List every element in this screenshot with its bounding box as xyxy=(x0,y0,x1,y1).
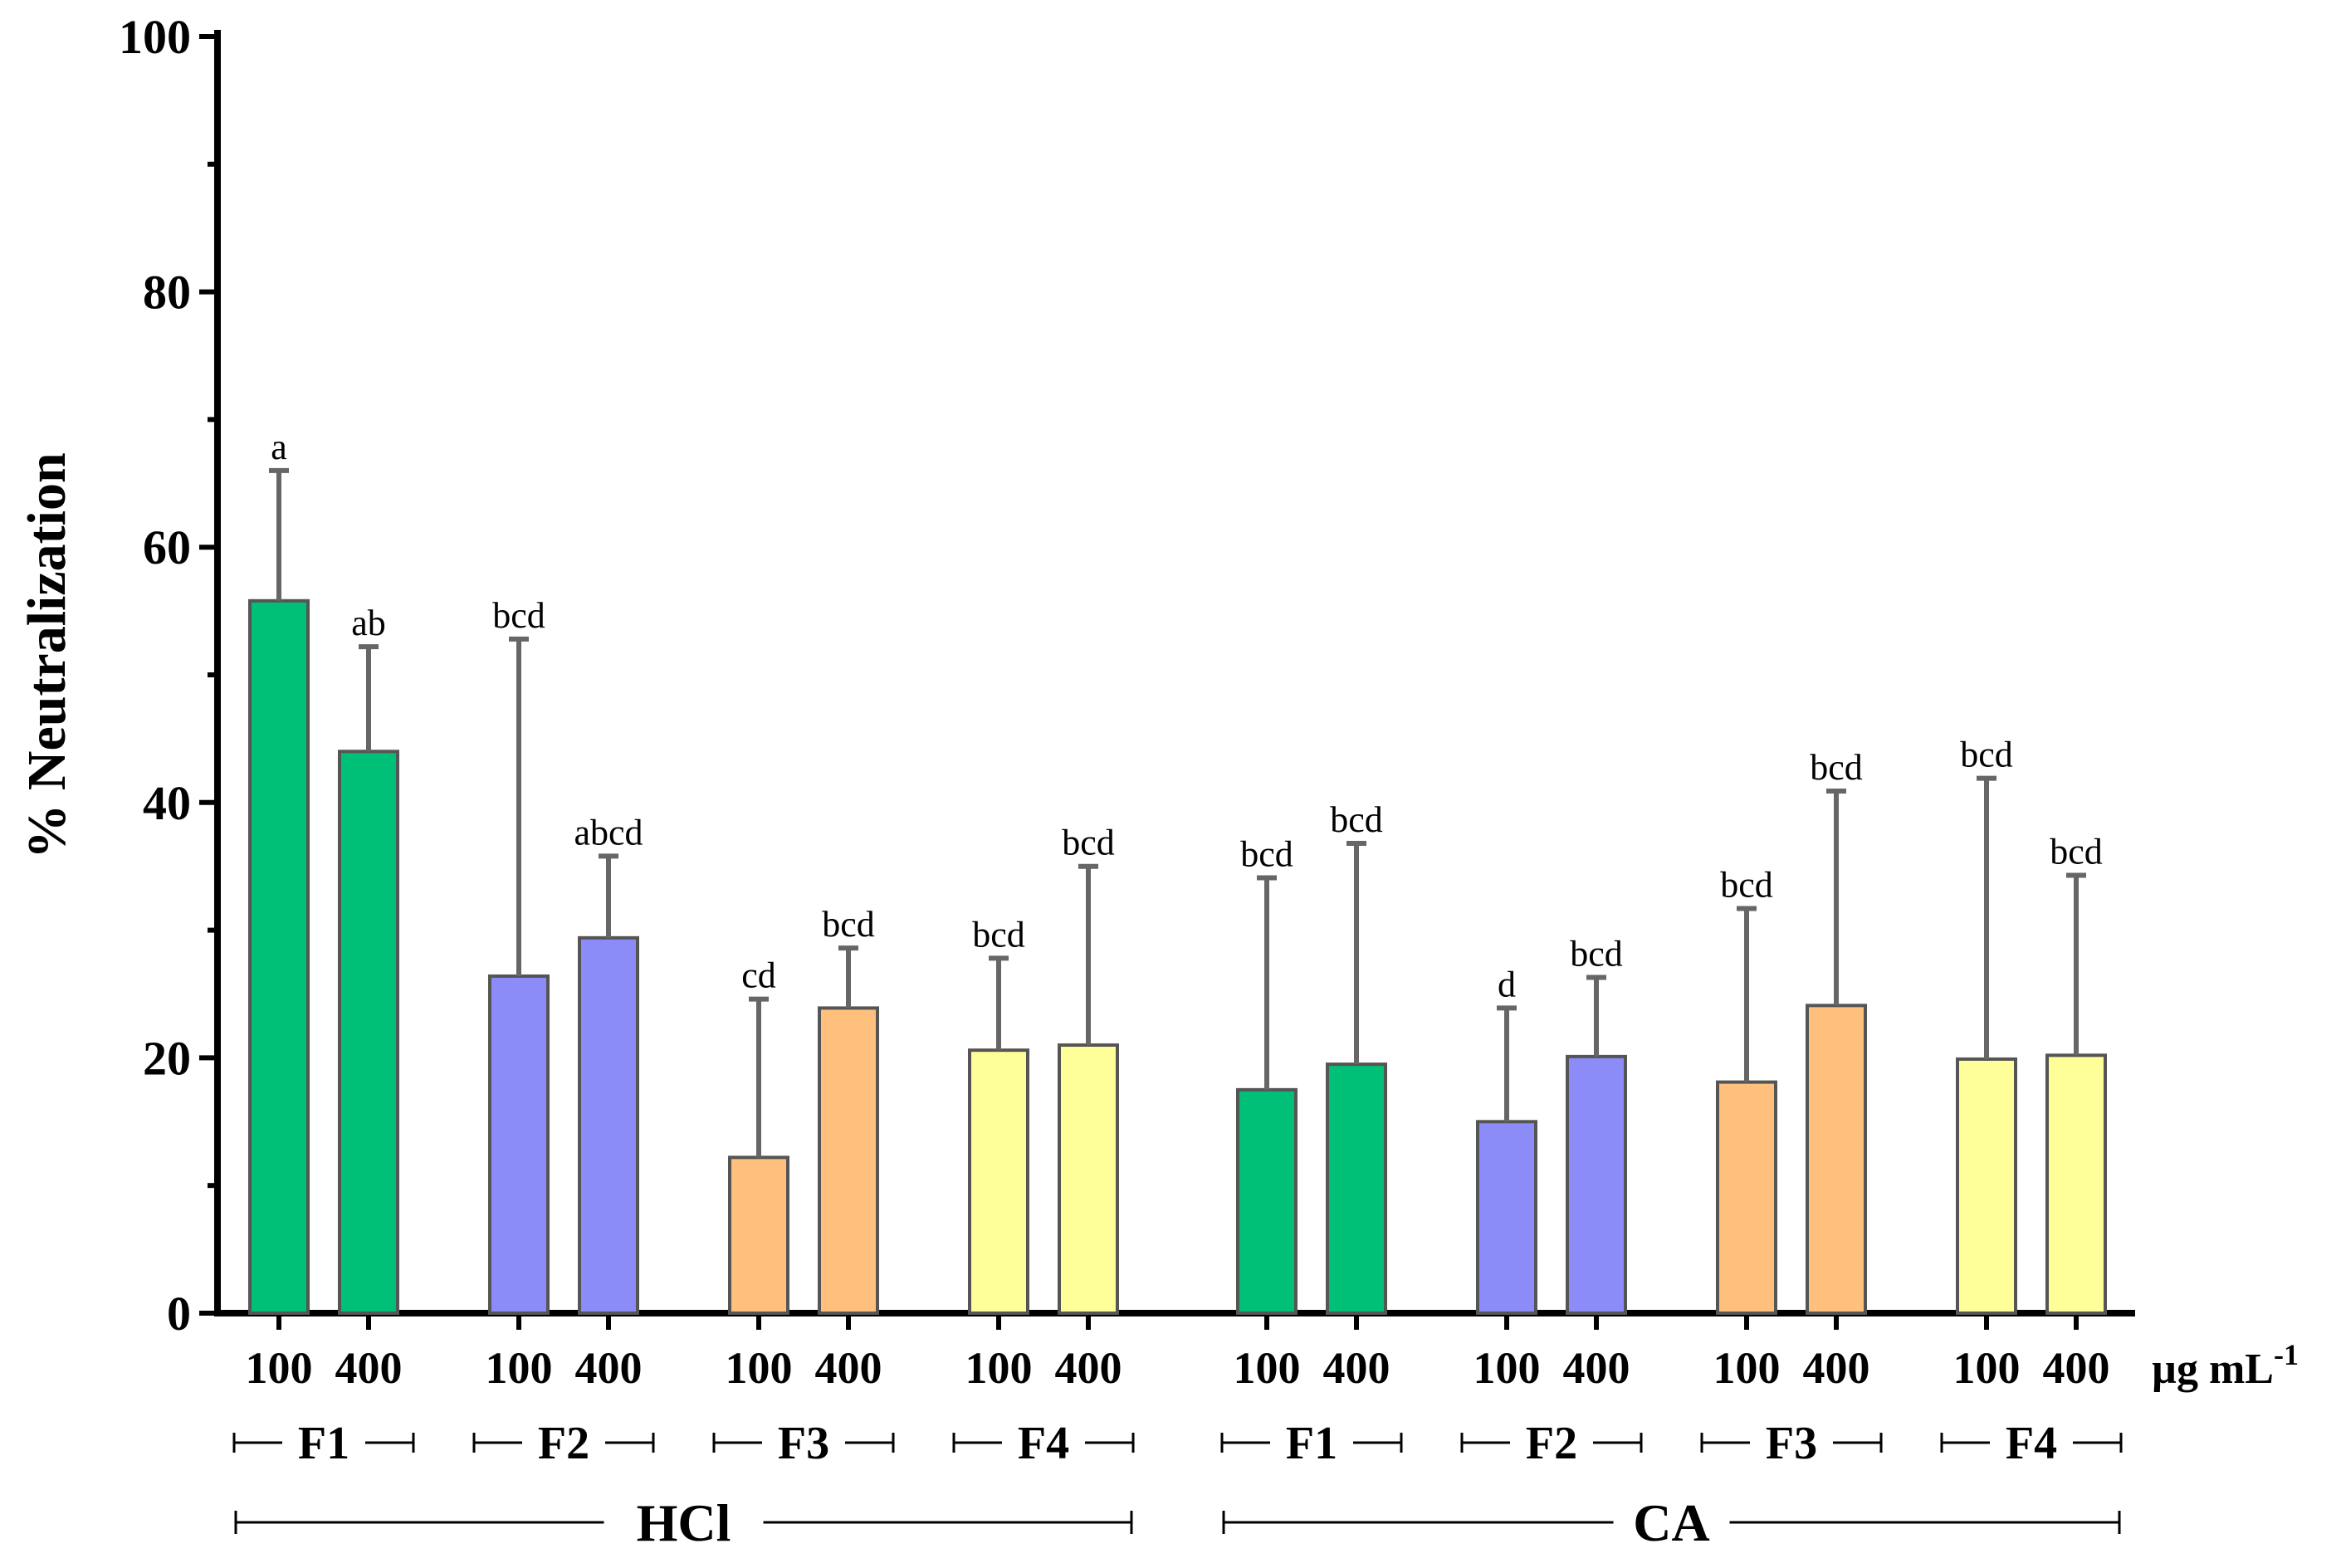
y-tick-label: 0 xyxy=(167,1287,191,1341)
significance-label: bcd xyxy=(1570,934,1623,975)
bar xyxy=(338,750,399,1315)
bar xyxy=(578,935,639,1315)
error-bars xyxy=(269,467,2086,1158)
significance-label: cd xyxy=(741,955,776,996)
treatment-label: HCl xyxy=(637,1493,731,1552)
y-tick-label: 40 xyxy=(143,776,191,830)
bar xyxy=(1806,1004,1867,1316)
significance-label: bcd xyxy=(1960,735,2013,775)
fraction-label: F3 xyxy=(1766,1418,1817,1469)
x-tick-label: 100 xyxy=(965,1343,1033,1393)
labels: a 100 ab 400 bcd 100 abcd 400 cd 100 bcd 400 bcd 100 b… xyxy=(246,427,2299,1393)
x-tick-label: 100 xyxy=(246,1343,313,1393)
bar xyxy=(968,1048,1029,1315)
y-tick-label: 60 xyxy=(143,520,191,574)
y-tick-label: 80 xyxy=(143,266,191,320)
y-axis-title: % Neutralization xyxy=(17,452,77,858)
bar xyxy=(488,974,550,1316)
bar xyxy=(1476,1120,1537,1316)
significance-label: bcd xyxy=(1720,864,1773,905)
fraction-label: F4 xyxy=(2006,1418,2057,1469)
significance-label: bcd xyxy=(2050,831,2103,872)
bar xyxy=(1236,1087,1298,1315)
x-tick-label: 100 xyxy=(1953,1343,2021,1393)
significance-label: a xyxy=(271,427,287,467)
bar xyxy=(818,1006,879,1315)
significance-label: abcd xyxy=(574,812,643,852)
bar xyxy=(248,598,310,1315)
x-tick-label: 400 xyxy=(815,1343,882,1393)
fraction-label: F3 xyxy=(778,1418,829,1469)
significance-label: bcd xyxy=(972,914,1025,955)
x-tick-label: 400 xyxy=(2043,1343,2110,1393)
bar xyxy=(1956,1057,2017,1315)
bar xyxy=(1326,1062,1387,1315)
x-tick-label: 100 xyxy=(726,1343,793,1393)
bar xyxy=(1716,1080,1777,1315)
x-tick-label: 400 xyxy=(1323,1343,1390,1393)
significance-label: ab xyxy=(351,603,386,643)
bar xyxy=(1566,1054,1627,1316)
fraction-label: F4 xyxy=(1018,1418,1069,1469)
x-tick-label: 400 xyxy=(1563,1343,1630,1393)
x-tick-label: 400 xyxy=(335,1343,403,1393)
unit-label: µg mL-1 xyxy=(2152,1338,2299,1393)
fraction-label: F1 xyxy=(298,1418,349,1469)
fraction-label: F2 xyxy=(538,1418,589,1469)
bar xyxy=(2045,1053,2107,1315)
significance-label: bcd xyxy=(1240,834,1293,875)
significance-label: bcd xyxy=(1062,823,1115,863)
bar xyxy=(728,1155,789,1316)
significance-label: d xyxy=(1498,964,1516,1004)
fraction-label: F2 xyxy=(1526,1418,1577,1469)
group-brackets: F1 F2 F3 F4 HCl F1 F2 F3 F4 CA xyxy=(232,1418,2123,1552)
bars xyxy=(248,598,2107,1316)
x-tick-label: 100 xyxy=(1474,1343,1541,1393)
treatment-label: CA xyxy=(1633,1493,1709,1552)
x-tick-label: 400 xyxy=(1803,1343,1870,1393)
x-tick-label: 400 xyxy=(575,1343,643,1393)
significance-label: bcd xyxy=(492,595,545,636)
significance-label: bcd xyxy=(1330,799,1383,840)
y-tick-label: 100 xyxy=(119,10,191,64)
y-tick-label: 20 xyxy=(143,1031,191,1085)
x-tick-label: 400 xyxy=(1055,1343,1122,1393)
bar xyxy=(1058,1043,1119,1316)
x-tick-label: 100 xyxy=(1713,1343,1781,1393)
x-tick-label: 100 xyxy=(486,1343,553,1393)
fraction-label: F1 xyxy=(1286,1418,1337,1469)
significance-label: bcd xyxy=(1810,747,1863,788)
x-tick-label: 100 xyxy=(1234,1343,1301,1393)
significance-label: bcd xyxy=(822,904,875,945)
